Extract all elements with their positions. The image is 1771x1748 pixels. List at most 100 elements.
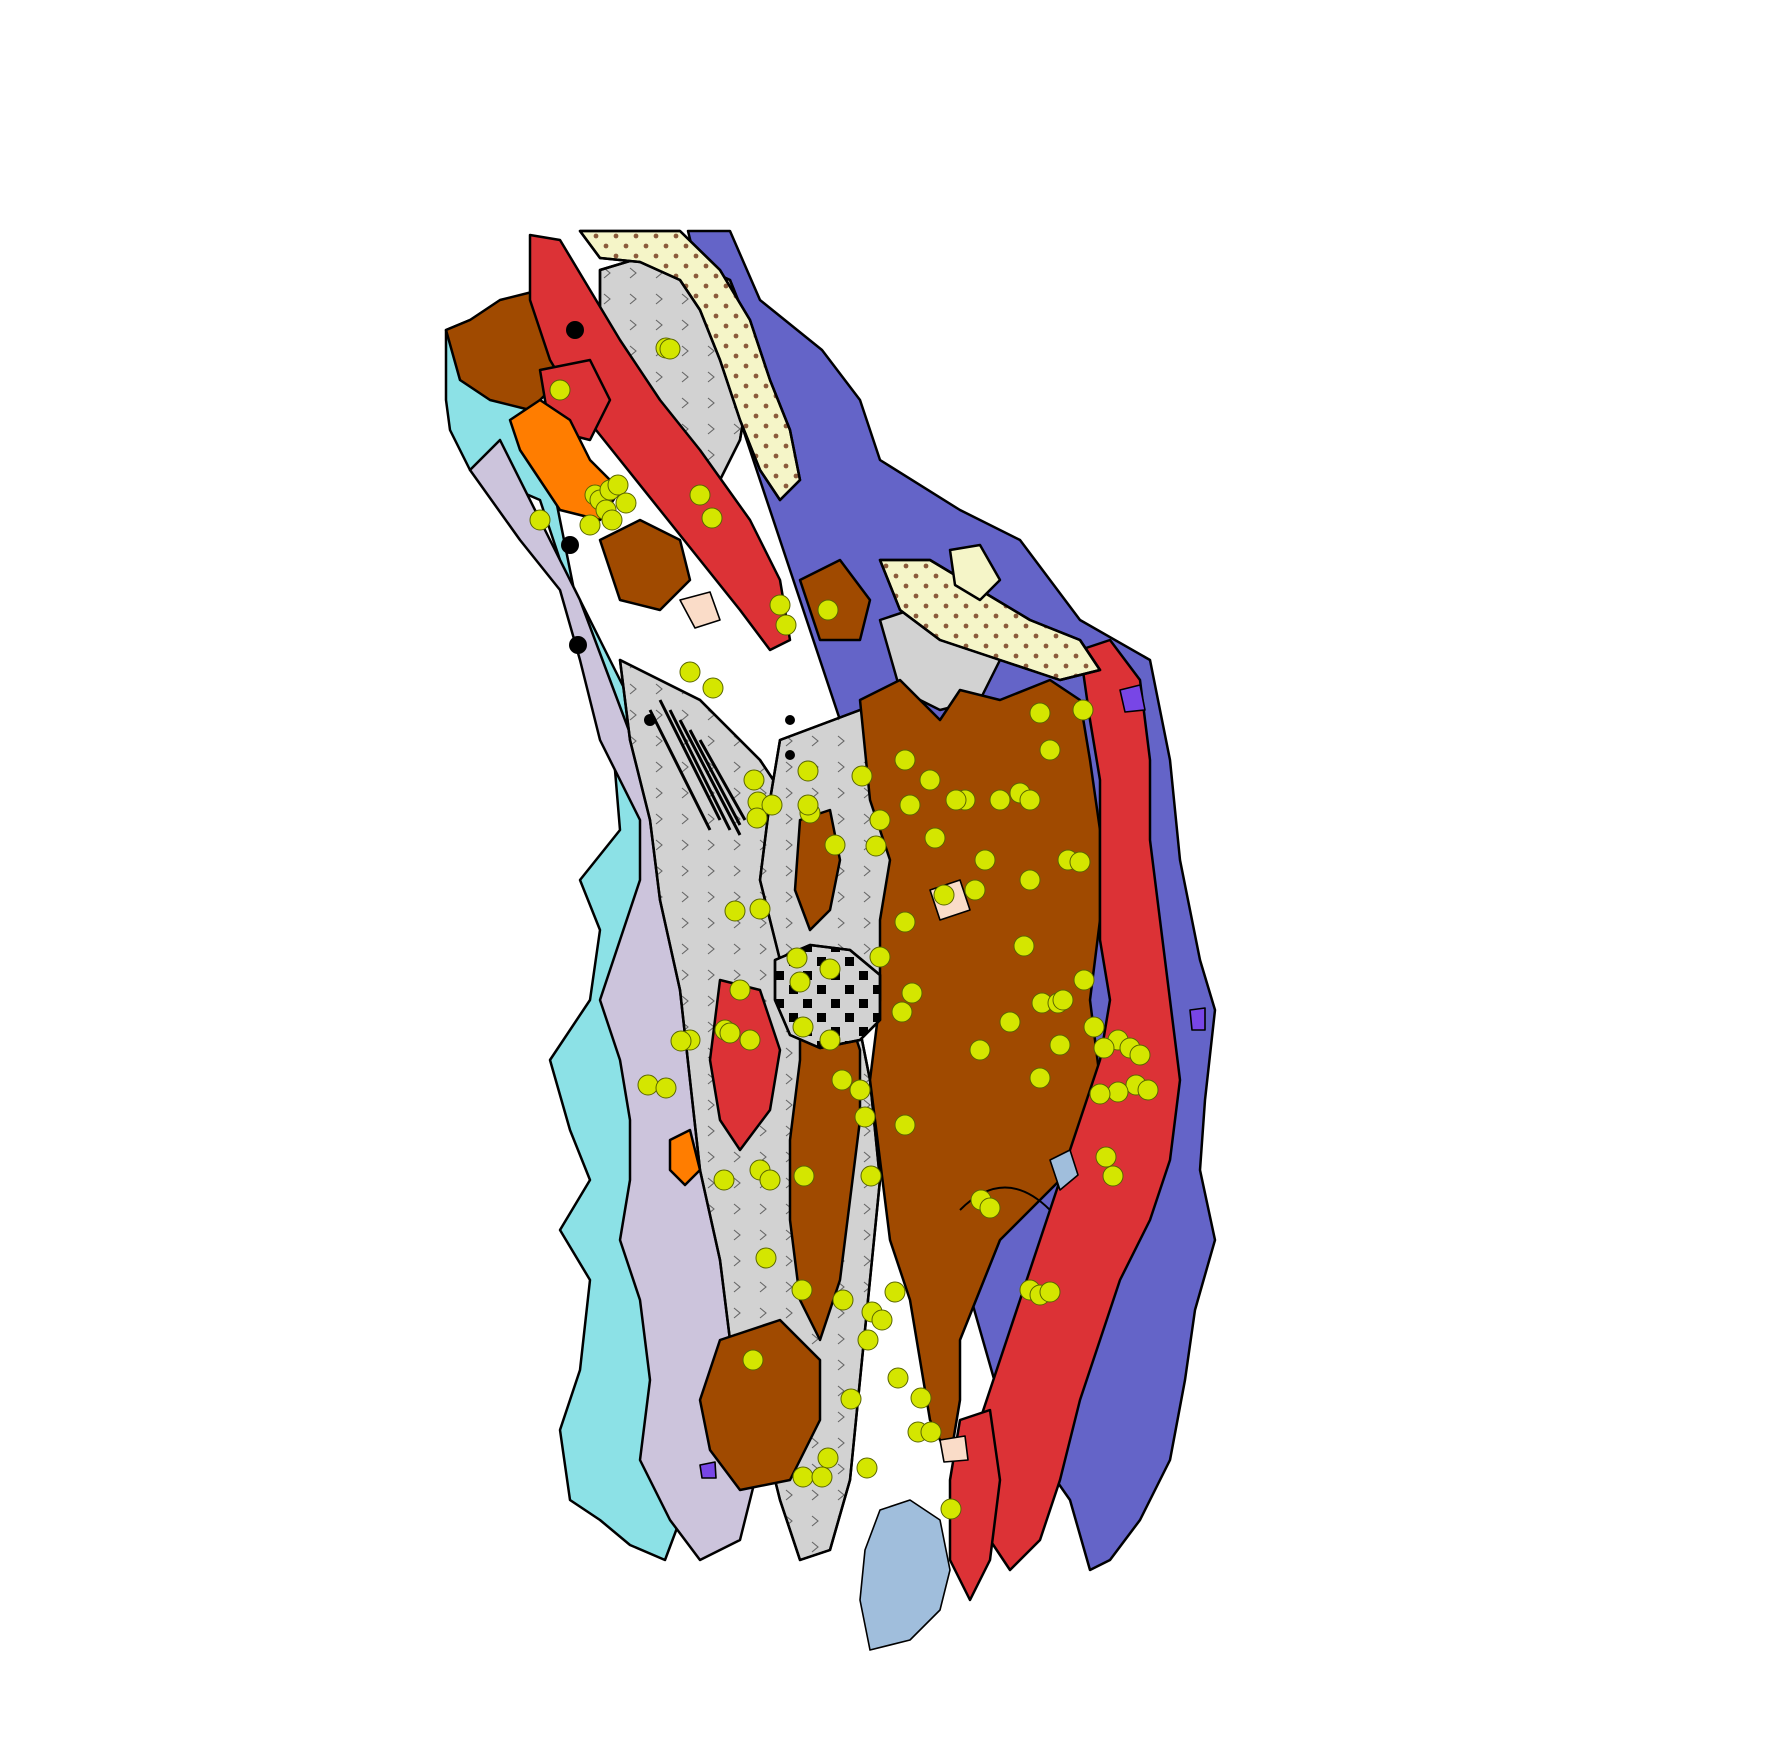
sample-point xyxy=(832,1289,854,1311)
sample-point xyxy=(924,827,946,849)
sample-point xyxy=(1069,851,1091,873)
sample-point xyxy=(791,1279,813,1301)
brown-main-body xyxy=(858,678,1102,1462)
unit-cream xyxy=(578,229,1102,682)
sample-point xyxy=(891,1001,913,1023)
sample-point xyxy=(933,884,955,906)
sample-point xyxy=(759,1169,781,1191)
sample-point xyxy=(856,1457,878,1479)
sample-point xyxy=(969,1039,991,1061)
sample-point xyxy=(1129,1044,1151,1066)
sample-point xyxy=(1107,1081,1129,1103)
sample-point xyxy=(755,1247,777,1269)
sample-point xyxy=(601,509,623,531)
sample-point xyxy=(871,1309,893,1331)
sample-point xyxy=(659,338,681,360)
sample-point xyxy=(849,1079,871,1101)
sample-point xyxy=(1039,1281,1061,1303)
sample-point xyxy=(1083,1016,1105,1038)
sample-point xyxy=(742,1349,764,1371)
sample-point xyxy=(865,835,887,857)
sample-point xyxy=(979,1197,1001,1219)
sample-point xyxy=(739,1029,761,1051)
sample-point xyxy=(817,1447,839,1469)
sample-point xyxy=(964,879,986,901)
sample-point xyxy=(989,789,1011,811)
sample-point xyxy=(529,509,551,531)
sample-point xyxy=(999,1011,1021,1033)
sample-point xyxy=(775,614,797,636)
sample-point xyxy=(819,958,841,980)
peach-patch-1 xyxy=(679,591,721,629)
sample-point xyxy=(689,484,711,506)
brown-south-patch xyxy=(698,1318,822,1492)
unit-brown xyxy=(444,288,1102,1492)
sample-point xyxy=(840,1388,862,1410)
sample-point xyxy=(615,492,637,514)
sample-point xyxy=(749,898,771,920)
red-east-belt xyxy=(978,638,1182,1572)
sample-point xyxy=(940,1498,962,1520)
sample-point xyxy=(945,789,967,811)
cream-northeast-arm xyxy=(948,543,1002,602)
sample-point xyxy=(797,760,819,782)
sample-point xyxy=(1049,1034,1071,1056)
black-marker-3 xyxy=(569,636,587,654)
sample-point xyxy=(974,849,996,871)
sample-point xyxy=(1019,869,1041,891)
sample-point xyxy=(637,1074,659,1096)
lake-east xyxy=(1049,1149,1079,1191)
sample-point xyxy=(729,979,751,1001)
sample-point xyxy=(1095,1146,1117,1168)
black-marker-5 xyxy=(785,715,795,725)
sample-point xyxy=(854,1106,876,1128)
sample-point xyxy=(1029,702,1051,724)
sample-point xyxy=(743,769,765,791)
sample-point xyxy=(1013,935,1035,957)
sample-point xyxy=(894,749,916,771)
sample-point xyxy=(761,794,783,816)
unit-violet xyxy=(699,684,1206,1479)
sample-point xyxy=(607,474,629,496)
sample-point xyxy=(919,769,941,791)
sample-point xyxy=(579,514,601,536)
sample-point xyxy=(857,1329,879,1351)
sample-point xyxy=(899,794,921,816)
sample-point xyxy=(701,507,723,529)
sample-point xyxy=(831,1069,853,1091)
orange-southwest xyxy=(668,1128,702,1187)
black-linework xyxy=(561,321,1051,1211)
sample-point xyxy=(887,1367,909,1389)
sample-point xyxy=(1089,1083,1111,1105)
sample-point xyxy=(817,599,839,621)
black-marker-4 xyxy=(644,714,656,726)
peach-patch-3 xyxy=(939,1435,969,1463)
sample-point xyxy=(797,794,819,816)
black-marker-1 xyxy=(566,321,584,339)
sample-point xyxy=(786,947,808,969)
sample-point xyxy=(792,1016,814,1038)
sample-point xyxy=(549,379,571,401)
sample-point xyxy=(1019,789,1041,811)
dike-swarm xyxy=(648,699,747,836)
violet-patch-2 xyxy=(1189,1007,1206,1031)
sample-point xyxy=(1093,1037,1115,1059)
sample-point xyxy=(670,1030,692,1052)
sample-point xyxy=(719,1022,741,1044)
sample-point xyxy=(1039,739,1061,761)
sample-point xyxy=(819,1029,841,1051)
violet-patch-1 xyxy=(1119,684,1146,713)
sample-point xyxy=(894,1114,916,1136)
sample-point xyxy=(724,900,746,922)
fault-trace-1 xyxy=(959,1186,1051,1211)
sample-point xyxy=(1137,1079,1159,1101)
sample-point xyxy=(910,1387,932,1409)
violet-patch-3 xyxy=(699,1461,717,1479)
sample-point xyxy=(793,1165,815,1187)
sample-point xyxy=(824,834,846,856)
black-marker-2 xyxy=(561,536,579,554)
sample-point xyxy=(1073,969,1095,991)
sample-point xyxy=(811,1466,833,1488)
sample-point xyxy=(884,1281,906,1303)
